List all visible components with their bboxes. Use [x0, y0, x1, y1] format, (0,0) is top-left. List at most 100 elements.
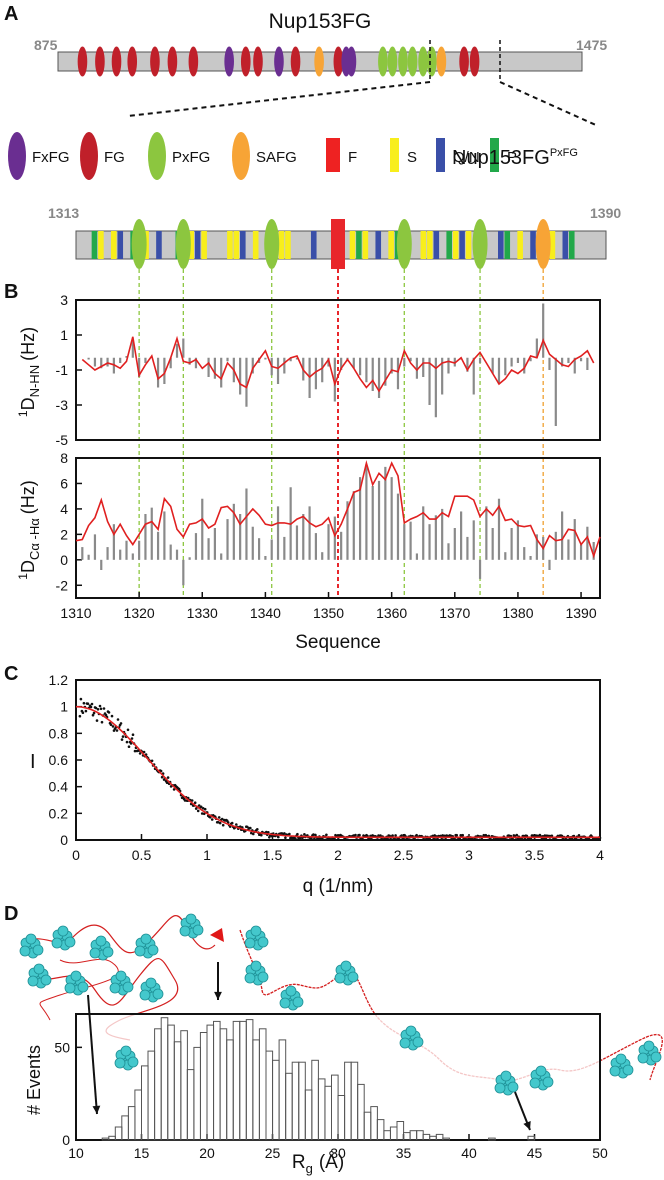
- rdc-nhn-ytick-label-3: 3: [60, 292, 68, 308]
- motif-pxfg-1320: [131, 219, 147, 269]
- histogram-bars: [101, 1017, 536, 1141]
- motif-safg-1174: [314, 46, 324, 77]
- motif-fxfg-1211: [346, 46, 357, 77]
- rdc-caha-ytick-label-8: 8: [60, 450, 68, 466]
- subtitle-pxfg: Nup153FGPxFG: [452, 147, 578, 169]
- saxs-point-21: [99, 707, 103, 711]
- residue-qn-1348: [310, 231, 317, 259]
- saxs-point-29: [107, 711, 111, 714]
- residue-s-1360: [388, 231, 394, 259]
- saxs-point-312: [391, 834, 394, 837]
- protein-blob-7: [64, 970, 89, 996]
- residue-qn-1318: [117, 231, 124, 259]
- saxs-point-8: [86, 702, 90, 705]
- histogram-xlabel-sub: g: [306, 1161, 313, 1176]
- saxs-point-42: [120, 738, 124, 741]
- saxs-point-37: [115, 729, 119, 732]
- saxs-point-81: [159, 769, 163, 773]
- rdc-nhn-ytick-label--5: -5: [56, 432, 69, 448]
- rdc-caha-xtick-label-1390: 1390: [565, 605, 596, 621]
- histogram-ylabel: # Events: [24, 1045, 44, 1115]
- rdc-caha-xtick-label-1340: 1340: [250, 605, 281, 621]
- rdc-caha-ylabel-main: D: [18, 560, 38, 573]
- saxs-point-3: [81, 711, 85, 714]
- residue-p-1388: [568, 231, 575, 259]
- saxs-point-20: [98, 704, 102, 708]
- protein-blob-3-sphere-5: [147, 944, 159, 956]
- protein-blob-6: [244, 960, 269, 986]
- full-range-end: 1475: [576, 37, 607, 53]
- legend-swatch-pxfg: [148, 132, 166, 180]
- protein-blob-18-sphere-5: [127, 1056, 139, 1068]
- protein-blob-18-sphere-6: [120, 1045, 132, 1057]
- saxs-point-319: [398, 838, 401, 841]
- saxs-ytick-label-0.6: 0.6: [49, 752, 69, 768]
- residue-s-1344: [285, 231, 291, 259]
- panel-a-title: Nup153FG: [269, 10, 372, 33]
- saxs-point-198: [277, 835, 280, 839]
- protein-blob-10: [139, 977, 164, 1003]
- protein-blob-16-sphere-6: [643, 1040, 655, 1052]
- histogram-xtick-label-15: 15: [134, 1145, 150, 1161]
- saxs-point-105: [183, 799, 187, 802]
- rdc-nhn-ytick-label-1: 1: [60, 327, 68, 343]
- saxs-point-31: [109, 723, 113, 726]
- saxs-point-428: [507, 834, 511, 837]
- rdc-nhn-ylabel-unit: (Hz): [18, 327, 38, 361]
- protein-blob-14-sphere-5: [507, 1081, 519, 1093]
- protein-blob-5-sphere-4: [244, 937, 256, 949]
- saxs-point-464: [543, 834, 547, 837]
- protein-blob-15-sphere-4: [529, 1077, 541, 1089]
- saxs-point-33: [111, 725, 115, 728]
- protein-blob-14-sphere-4: [494, 1082, 506, 1094]
- motif-safg-1384: [535, 219, 551, 269]
- protein-blob-9-sphere-6: [115, 970, 127, 982]
- residue-s-1329: [188, 231, 194, 259]
- histogram-xtick-label-35: 35: [396, 1145, 412, 1161]
- rdc-nhn-average-line: [81, 335, 595, 393]
- saxs-point-115: [193, 801, 197, 804]
- saxs-point-138: [216, 821, 220, 824]
- motif-fxfg-1128: [274, 46, 284, 77]
- saxs-point-87: [165, 781, 169, 784]
- protein-blob-3-sphere-4: [134, 945, 146, 957]
- residue-s-1385: [549, 231, 556, 259]
- histogram-ticks: 10 15 20 25 30 35 40 45 50 0 50: [54, 1039, 608, 1161]
- saxs-point-291: [370, 837, 373, 841]
- motif-pxfg-1247: [378, 46, 388, 77]
- saxs-point-53: [131, 733, 135, 736]
- rdc-caha-xtick-label-1350: 1350: [313, 605, 344, 621]
- chain-overlay: [19, 913, 662, 1096]
- histogram-bin-34.75: [396, 1121, 405, 1141]
- rdc-nhn-ytick-label--3: -3: [56, 397, 69, 413]
- legend-swatch-qn: [436, 138, 445, 172]
- saxs-point-112: [190, 799, 194, 802]
- legend-label-fg: FG: [104, 149, 125, 166]
- legend-label-p: P: [507, 149, 517, 166]
- motif-fg-923: [95, 46, 105, 77]
- rdc-caha-plot: -2 0 2 4 6 8 1310 1320 1330 1340 1350 1360 1370 1380 1…: [16, 450, 601, 653]
- histogram-bin-44.75: [527, 1135, 536, 1141]
- rdc-nhn-yticks: -5 -3 -1 1 3: [56, 292, 82, 448]
- saxs-xtick-label-4: 4: [596, 847, 604, 863]
- protein-blob-0: [19, 933, 44, 959]
- protein-blob-9-sphere-4: [109, 982, 121, 994]
- motif-fg-986: [150, 46, 160, 77]
- protein-blob-6-sphere-6: [250, 960, 262, 972]
- saxs-xtick-label-1: 1: [203, 847, 211, 863]
- protein-blob-7-sphere-6: [70, 970, 82, 982]
- saxs-point-370: [449, 834, 453, 837]
- legend-label-fxfg: FxFG: [32, 149, 70, 166]
- saxs-point-321: [400, 834, 403, 837]
- residue-s-1380: [517, 231, 523, 259]
- protein-blob-12: [334, 960, 359, 986]
- saxs-point-152: [230, 821, 234, 825]
- saxs-point-235: [314, 833, 317, 837]
- saxs-point-217: [296, 832, 299, 836]
- saxs-point-48: [126, 728, 130, 732]
- saxs-point-309: [388, 834, 391, 838]
- protein-blob-2-sphere-4: [89, 947, 101, 959]
- residue-qn-1377: [498, 231, 504, 259]
- saxs-point-315: [394, 834, 397, 837]
